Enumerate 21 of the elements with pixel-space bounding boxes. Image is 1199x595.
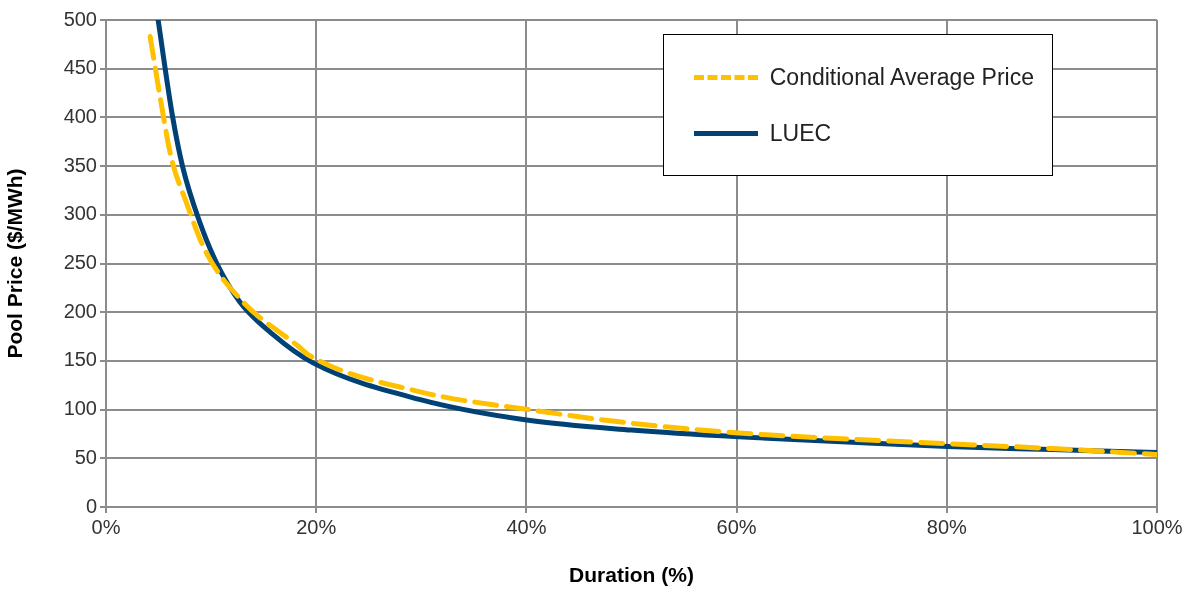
x-axis-title: Duration (%) [569,563,694,587]
legend-label: LUEC [769,119,832,147]
y-tick-label: 100 [63,397,97,420]
y-tick-label: 400 [63,104,97,127]
y-tick-label: 150 [63,348,97,371]
x-tick-label: 60% [716,515,757,538]
x-tick-label: 40% [506,515,547,538]
y-tick-label: 500 [63,7,97,30]
x-tick-label: 20% [296,515,337,538]
y-tick-label: 300 [63,202,97,225]
y-tick-label: 200 [63,299,97,322]
x-tick-label: 80% [926,515,968,538]
x-tick-label: 0% [91,515,121,538]
x-tick-label: 100% [1131,515,1183,538]
y-tick-label: 450 [63,56,97,79]
y-tick-label: 50 [74,445,97,468]
y-tick-label: 250 [63,251,97,274]
y-tick-label: 0 [85,494,97,517]
y-tick-label: 350 [63,153,97,176]
y-axis-title: Pool Price ($/MWh) [3,168,27,359]
legend-label: Conditional Average Price [769,63,1034,91]
